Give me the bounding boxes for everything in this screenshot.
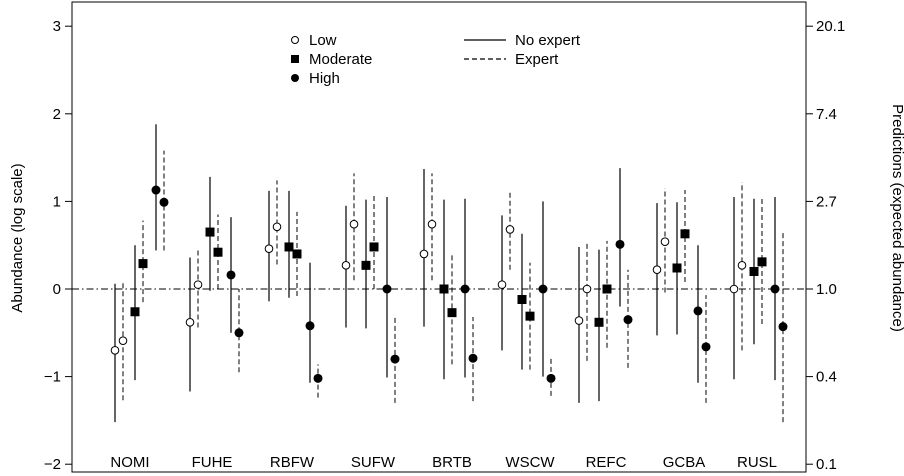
point-high [693,306,703,316]
category-label: RBFW [270,454,315,471]
point-moderate [138,259,148,269]
point-high [778,322,788,332]
point-high [159,197,169,207]
point-moderate [130,307,140,317]
point-high [460,284,470,294]
y-tick-label-left: −2 [44,456,61,473]
y-tick-label-left: 2 [53,106,61,123]
point-moderate [525,311,535,321]
y-tick-label-left: 1 [53,193,61,210]
point-moderate [213,247,223,257]
point-low [264,244,274,254]
point-high [615,239,625,249]
plot-frame [71,1,807,473]
point-moderate [361,260,371,270]
point-moderate [672,263,682,273]
legend-label-low: Low [309,32,337,49]
point-low [652,265,662,275]
legend-label-line: Expert [515,51,559,68]
point-high [305,321,315,331]
point-moderate [284,242,294,252]
category-label: GCBA [663,454,706,471]
point-moderate [602,284,612,294]
y-tick-label-right: 1.0 [816,281,837,298]
point-low [419,249,429,259]
point-low [349,219,359,229]
point-moderate [447,308,457,318]
point-low [660,237,670,246]
point-low [574,316,584,325]
legend-marker-moderate [291,55,299,63]
point-moderate [680,229,690,239]
legend-label-moderate: Moderate [309,51,372,68]
category-label: WSCW [505,454,555,471]
point-moderate [757,257,767,267]
point-moderate [205,227,215,237]
legend-marker-low [291,36,299,44]
point-moderate [369,242,379,252]
y-tick-label-right: 0.1 [816,456,837,473]
point-high [234,328,244,338]
y-tick-label-right: 2.7 [816,193,837,210]
point-high [770,284,780,294]
point-high [701,342,711,352]
y-tick-label-right: 0.4 [816,369,837,386]
y-tick-label-right: 20.1 [816,18,845,35]
point-high [538,284,548,294]
point-low [582,284,592,294]
y-axis-title-right: Predictions (expected abundance) [889,104,904,332]
point-low [193,280,203,289]
point-moderate [594,317,604,327]
category-label: BRTB [432,454,472,471]
point-low [497,280,507,289]
point-low [505,225,515,234]
point-high [313,373,323,383]
point-low [737,261,747,270]
category-label: REFC [586,454,627,471]
legend-label-line: No expert [515,32,581,49]
point-high [546,373,556,383]
point-low [185,317,195,327]
point-high [382,284,392,294]
point-low [427,219,437,229]
point-low [110,346,120,355]
legend-marker-high [291,74,299,82]
point-moderate [749,266,759,276]
category-label: SUFW [351,454,396,471]
category-label: NOMI [110,454,149,471]
point-moderate [292,249,302,259]
point-moderate [439,284,449,294]
y-axis-title-left: Abundance (log scale) [9,163,26,312]
point-high [226,270,236,280]
y-tick-label-left: 3 [53,18,61,35]
point-low [729,284,739,294]
point-high [468,353,478,363]
point-low [118,336,128,345]
category-label: RUSL [737,454,777,471]
y-tick-label-right: 7.4 [816,106,837,123]
category-label: FUHE [192,454,233,471]
point-low [272,222,282,232]
y-tick-label-left: 0 [53,281,61,298]
point-low [341,261,351,270]
legend-label-high: High [309,70,340,87]
point-high [623,315,633,325]
y-tick-label-left: −1 [44,369,61,386]
point-high [151,185,161,195]
point-moderate [517,295,527,305]
point-high [390,354,400,364]
